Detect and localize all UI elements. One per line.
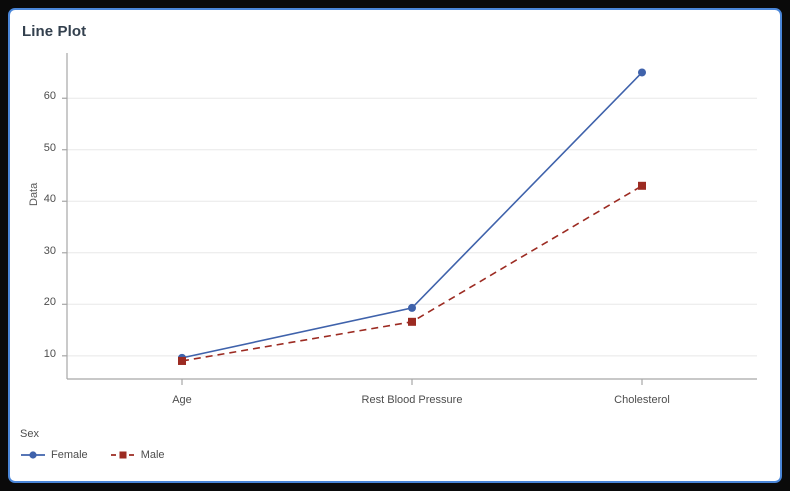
x-axis-tick-label: Rest Blood Pressure [361, 394, 463, 406]
legend-item-female[interactable]: Female [20, 449, 88, 461]
data-point-male[interactable] [408, 317, 416, 326]
series-line-male [181, 185, 643, 362]
y-axis-tick-label: 30 [43, 244, 56, 257]
legend-title: Sex [20, 428, 39, 440]
y-axis-title: Data [28, 182, 40, 206]
x-axis-tick-label: Age [172, 394, 192, 406]
line-chart-svg [62, 53, 757, 385]
legend-label: Male [140, 449, 165, 461]
legend-label: Female [51, 449, 88, 461]
y-axis-tick-label: 20 [43, 296, 56, 309]
legend-marker-male [110, 451, 135, 459]
legend-marker-female [21, 451, 45, 459]
series-line-female [181, 71, 643, 359]
x-axis-tick-label: Cholesterol [614, 394, 670, 406]
y-axis-tick-label: 60 [43, 90, 56, 103]
page-title: Line Plot [22, 23, 87, 40]
legend-items: Female Male [20, 449, 165, 461]
chart-canvas: 10 20 30 40 50 60 Age Rest Blood Pressure Choles… [10, 10, 780, 481]
data-point-male[interactable] [638, 181, 646, 190]
y-axis-tick-label: 40 [43, 193, 56, 206]
chart-legend: Sex Female Male [20, 428, 165, 461]
data-point-female[interactable] [638, 68, 646, 77]
y-axis-tick-label: 50 [43, 141, 56, 154]
legend-item-male[interactable]: Male [110, 449, 165, 461]
line-plot-panel: Line Plot 10 20 30 40 50 60 Age Rest Blood Pres… [8, 8, 782, 483]
y-axis-tick-label: 10 [43, 347, 56, 360]
data-point-male[interactable] [178, 356, 186, 365]
data-point-female[interactable] [408, 303, 416, 312]
